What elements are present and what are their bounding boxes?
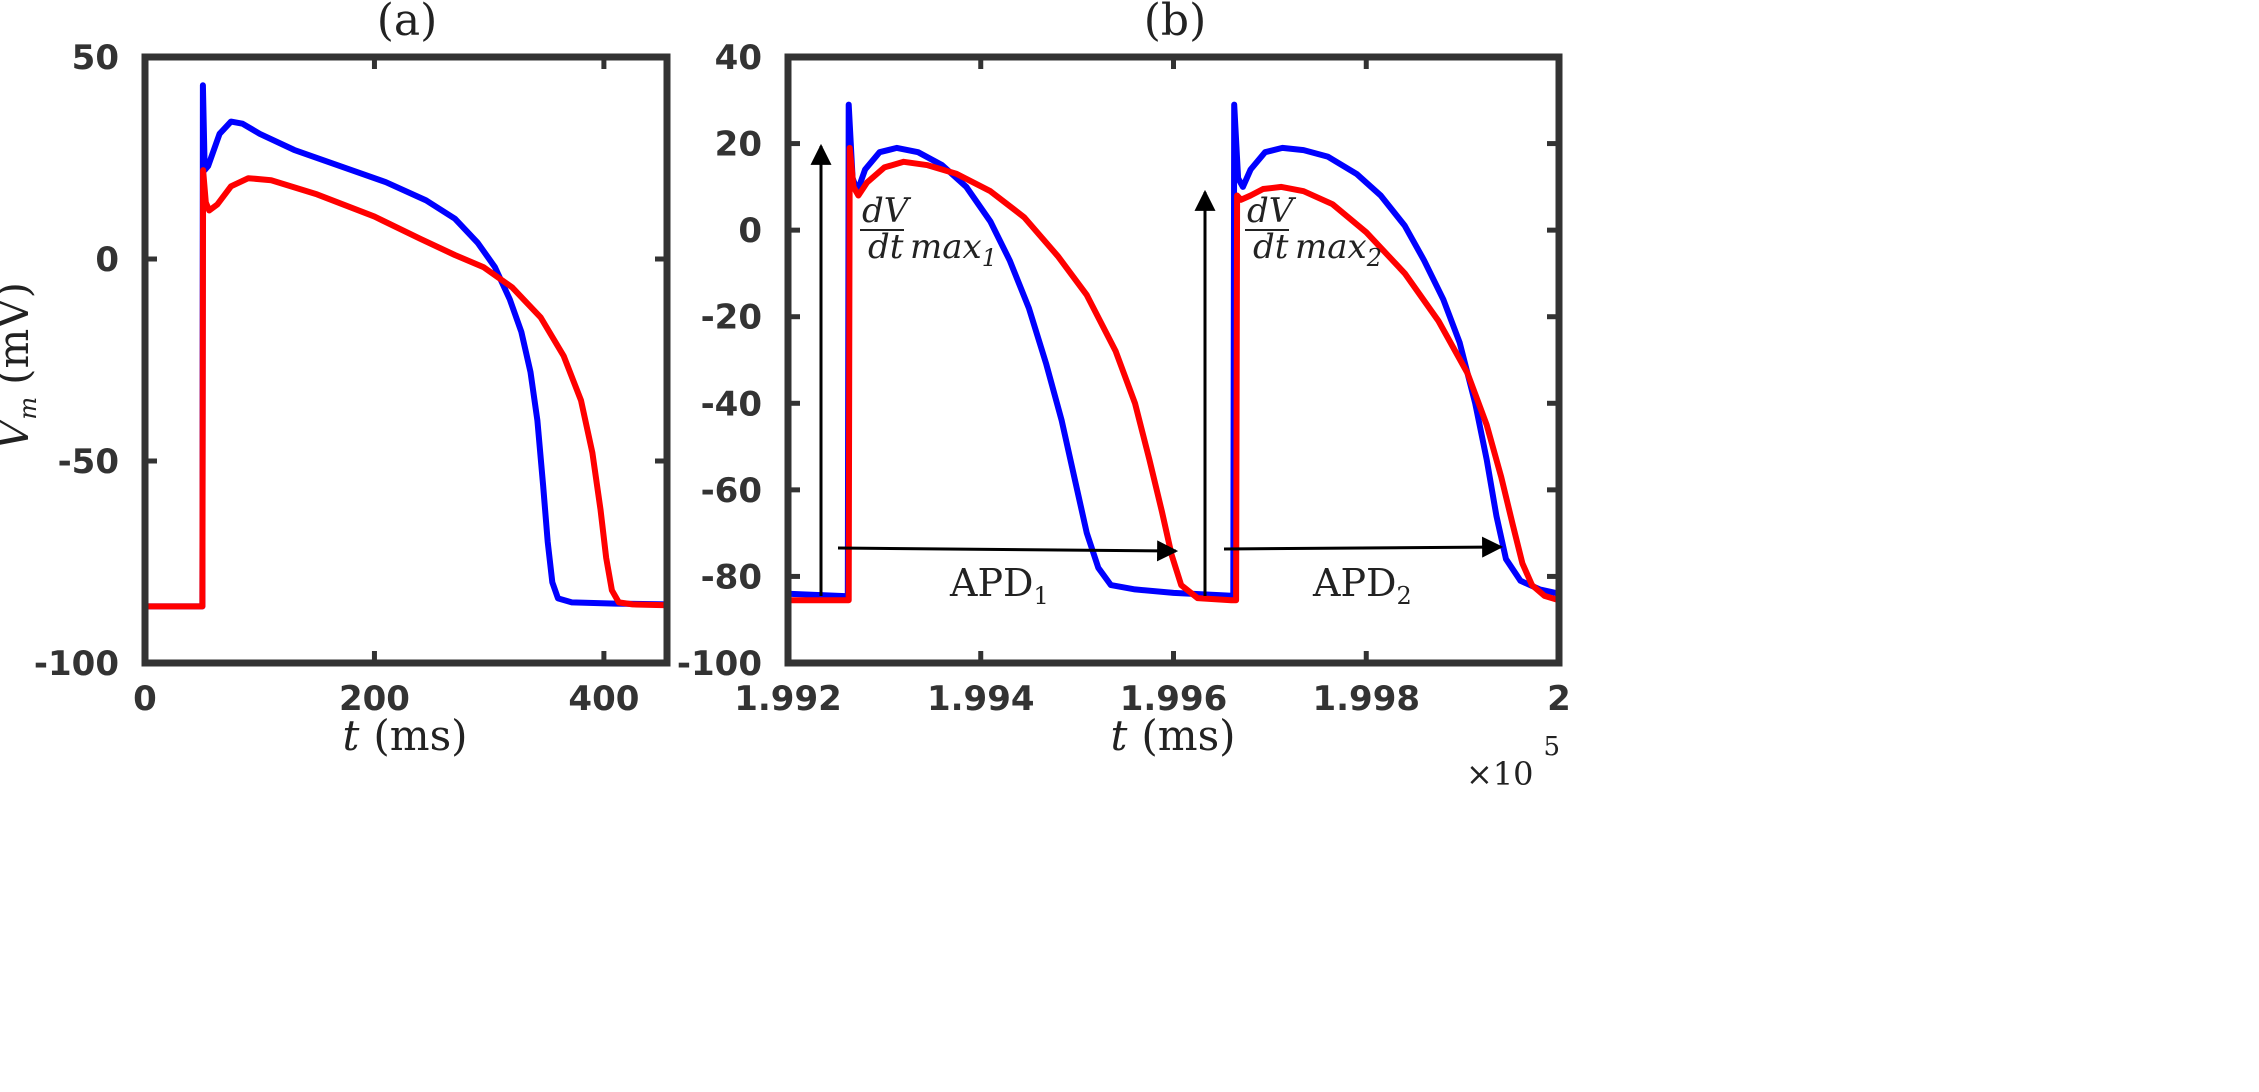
panel-a-xtick-label: 400 <box>568 679 639 719</box>
panel-b-xtick-label: 1.998 <box>1312 679 1420 719</box>
panel-a-xtick-label: 0 <box>133 679 157 719</box>
panel-b-ytick-label: 40 <box>715 38 762 78</box>
panel-a-frame <box>141 53 671 667</box>
panel-b-ytick-label: -100 <box>677 644 762 684</box>
panel-b-ytick-label: 0 <box>738 211 762 251</box>
panel-b-xtick-label: 2 <box>1547 679 1571 719</box>
panel-a-red-trace <box>142 167 670 610</box>
svg-text:max2: max2 <box>1295 227 1382 272</box>
panel-a-ticks: 0 200 400 50 0 -50 -100 <box>34 38 667 719</box>
panel-b-ytick-label: -60 <box>701 471 762 511</box>
panel-a-xtick-label: 200 <box>339 679 410 719</box>
panel-a-ytick-label: 50 <box>72 38 119 78</box>
panel-a-ylabel: Vm(mV) <box>0 282 42 450</box>
apd1-arrow <box>837 540 1179 562</box>
panel-b-lines <box>785 101 1562 604</box>
panel-a-title: (a) <box>377 0 438 46</box>
svg-text:dV: dV <box>862 191 912 231</box>
panel-a-xlabel: t (ms) <box>342 711 467 760</box>
panel-a: (a) 0 200 400 50 0 -50 -100 Vm(mV) t(ms) <box>0 0 671 760</box>
svg-text:max1: max1 <box>910 227 997 272</box>
panel-b-xtick-label: 1.994 <box>927 679 1035 719</box>
dvdt-max2-label: dV dt max2 <box>1245 191 1382 272</box>
apd2-arrow <box>1223 536 1504 558</box>
apd2-label: APD2 <box>1312 561 1412 610</box>
panel-b: (b) dV dt max1 dV dt max2 APD1 APD2 1.99… <box>677 0 1571 793</box>
panel-b-ytick-label: 20 <box>715 125 762 165</box>
apd1-label: APD1 <box>949 561 1049 610</box>
panel-a-ytick-label: 0 <box>95 240 119 280</box>
dvdt-max1-label: dV dt max1 <box>860 191 997 272</box>
panel-b-ytick-label: -20 <box>701 298 762 338</box>
panel-b-blue-trace <box>785 101 1562 600</box>
panel-b-xtick-label: 1.992 <box>734 679 842 719</box>
panel-b-ytick-label: -40 <box>701 384 762 424</box>
panel-b-red-trace <box>785 144 1562 604</box>
svg-text:dt: dt <box>1253 227 1289 267</box>
panel-a-ytick-label: -100 <box>34 644 119 684</box>
panel-a-blue-trace <box>142 82 670 610</box>
panel-b-ytick-label: -80 <box>701 557 762 597</box>
panel-a-lines <box>142 82 670 610</box>
panel-b-xlabel: t (ms) <box>1110 711 1235 760</box>
panel-b-xtick-label: 1.996 <box>1120 679 1228 719</box>
panel-b-annotation-arrows <box>810 143 1504 596</box>
svg-text:dt: dt <box>868 227 904 267</box>
svg-text:dV: dV <box>1247 191 1297 231</box>
panel-b-title: (b) <box>1144 0 1207 46</box>
panel-b-ticks: 1.992 1.994 1.996 1.998 2 40 20 0 -20 -40 -60 -80 -1… <box>677 38 1571 719</box>
panel-b-frame <box>784 53 1563 667</box>
panel-b-x-multiplier: ×105 <box>1466 732 1560 793</box>
panel-a-ytick-label: -50 <box>58 442 119 482</box>
